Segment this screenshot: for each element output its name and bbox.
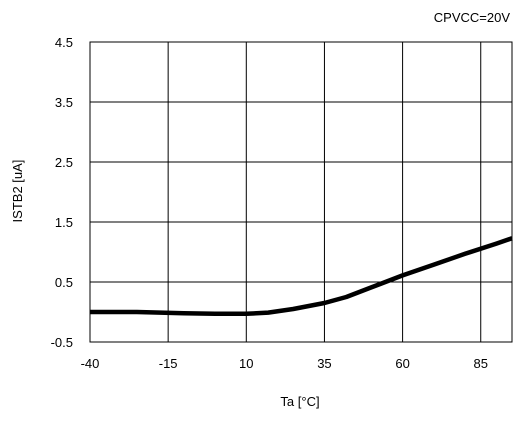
x-tick-label: 10 xyxy=(239,356,253,371)
y-tick-label: 3.5 xyxy=(55,95,73,110)
y-tick-label: -0.5 xyxy=(51,335,73,350)
series-layer xyxy=(90,236,513,317)
series-line xyxy=(90,236,513,317)
x-tick-label: 35 xyxy=(317,356,331,371)
tick-label-layer: -40 -15 10 35 60 85 -0.5 0.5 1.5 2.5 3.5 4.5 xyxy=(51,35,488,371)
y-tick-label: 0.5 xyxy=(55,275,73,290)
x-tick-label: 85 xyxy=(474,356,488,371)
x-axis-label: Ta [°C] xyxy=(280,394,319,409)
grid-layer xyxy=(90,42,512,342)
y-tick-label: 4.5 xyxy=(55,35,73,50)
y-tick-label: 2.5 xyxy=(55,155,73,170)
plot-frame xyxy=(89,41,513,343)
x-tick-label: -40 xyxy=(81,356,100,371)
y-tick-label: 1.5 xyxy=(55,215,73,230)
x-tick-label: -15 xyxy=(159,356,178,371)
x-tick-label: 60 xyxy=(395,356,409,371)
y-axis-label: ISTB2 [uA] xyxy=(10,160,25,223)
chart-annotation: CPVCC=20V xyxy=(434,10,511,25)
